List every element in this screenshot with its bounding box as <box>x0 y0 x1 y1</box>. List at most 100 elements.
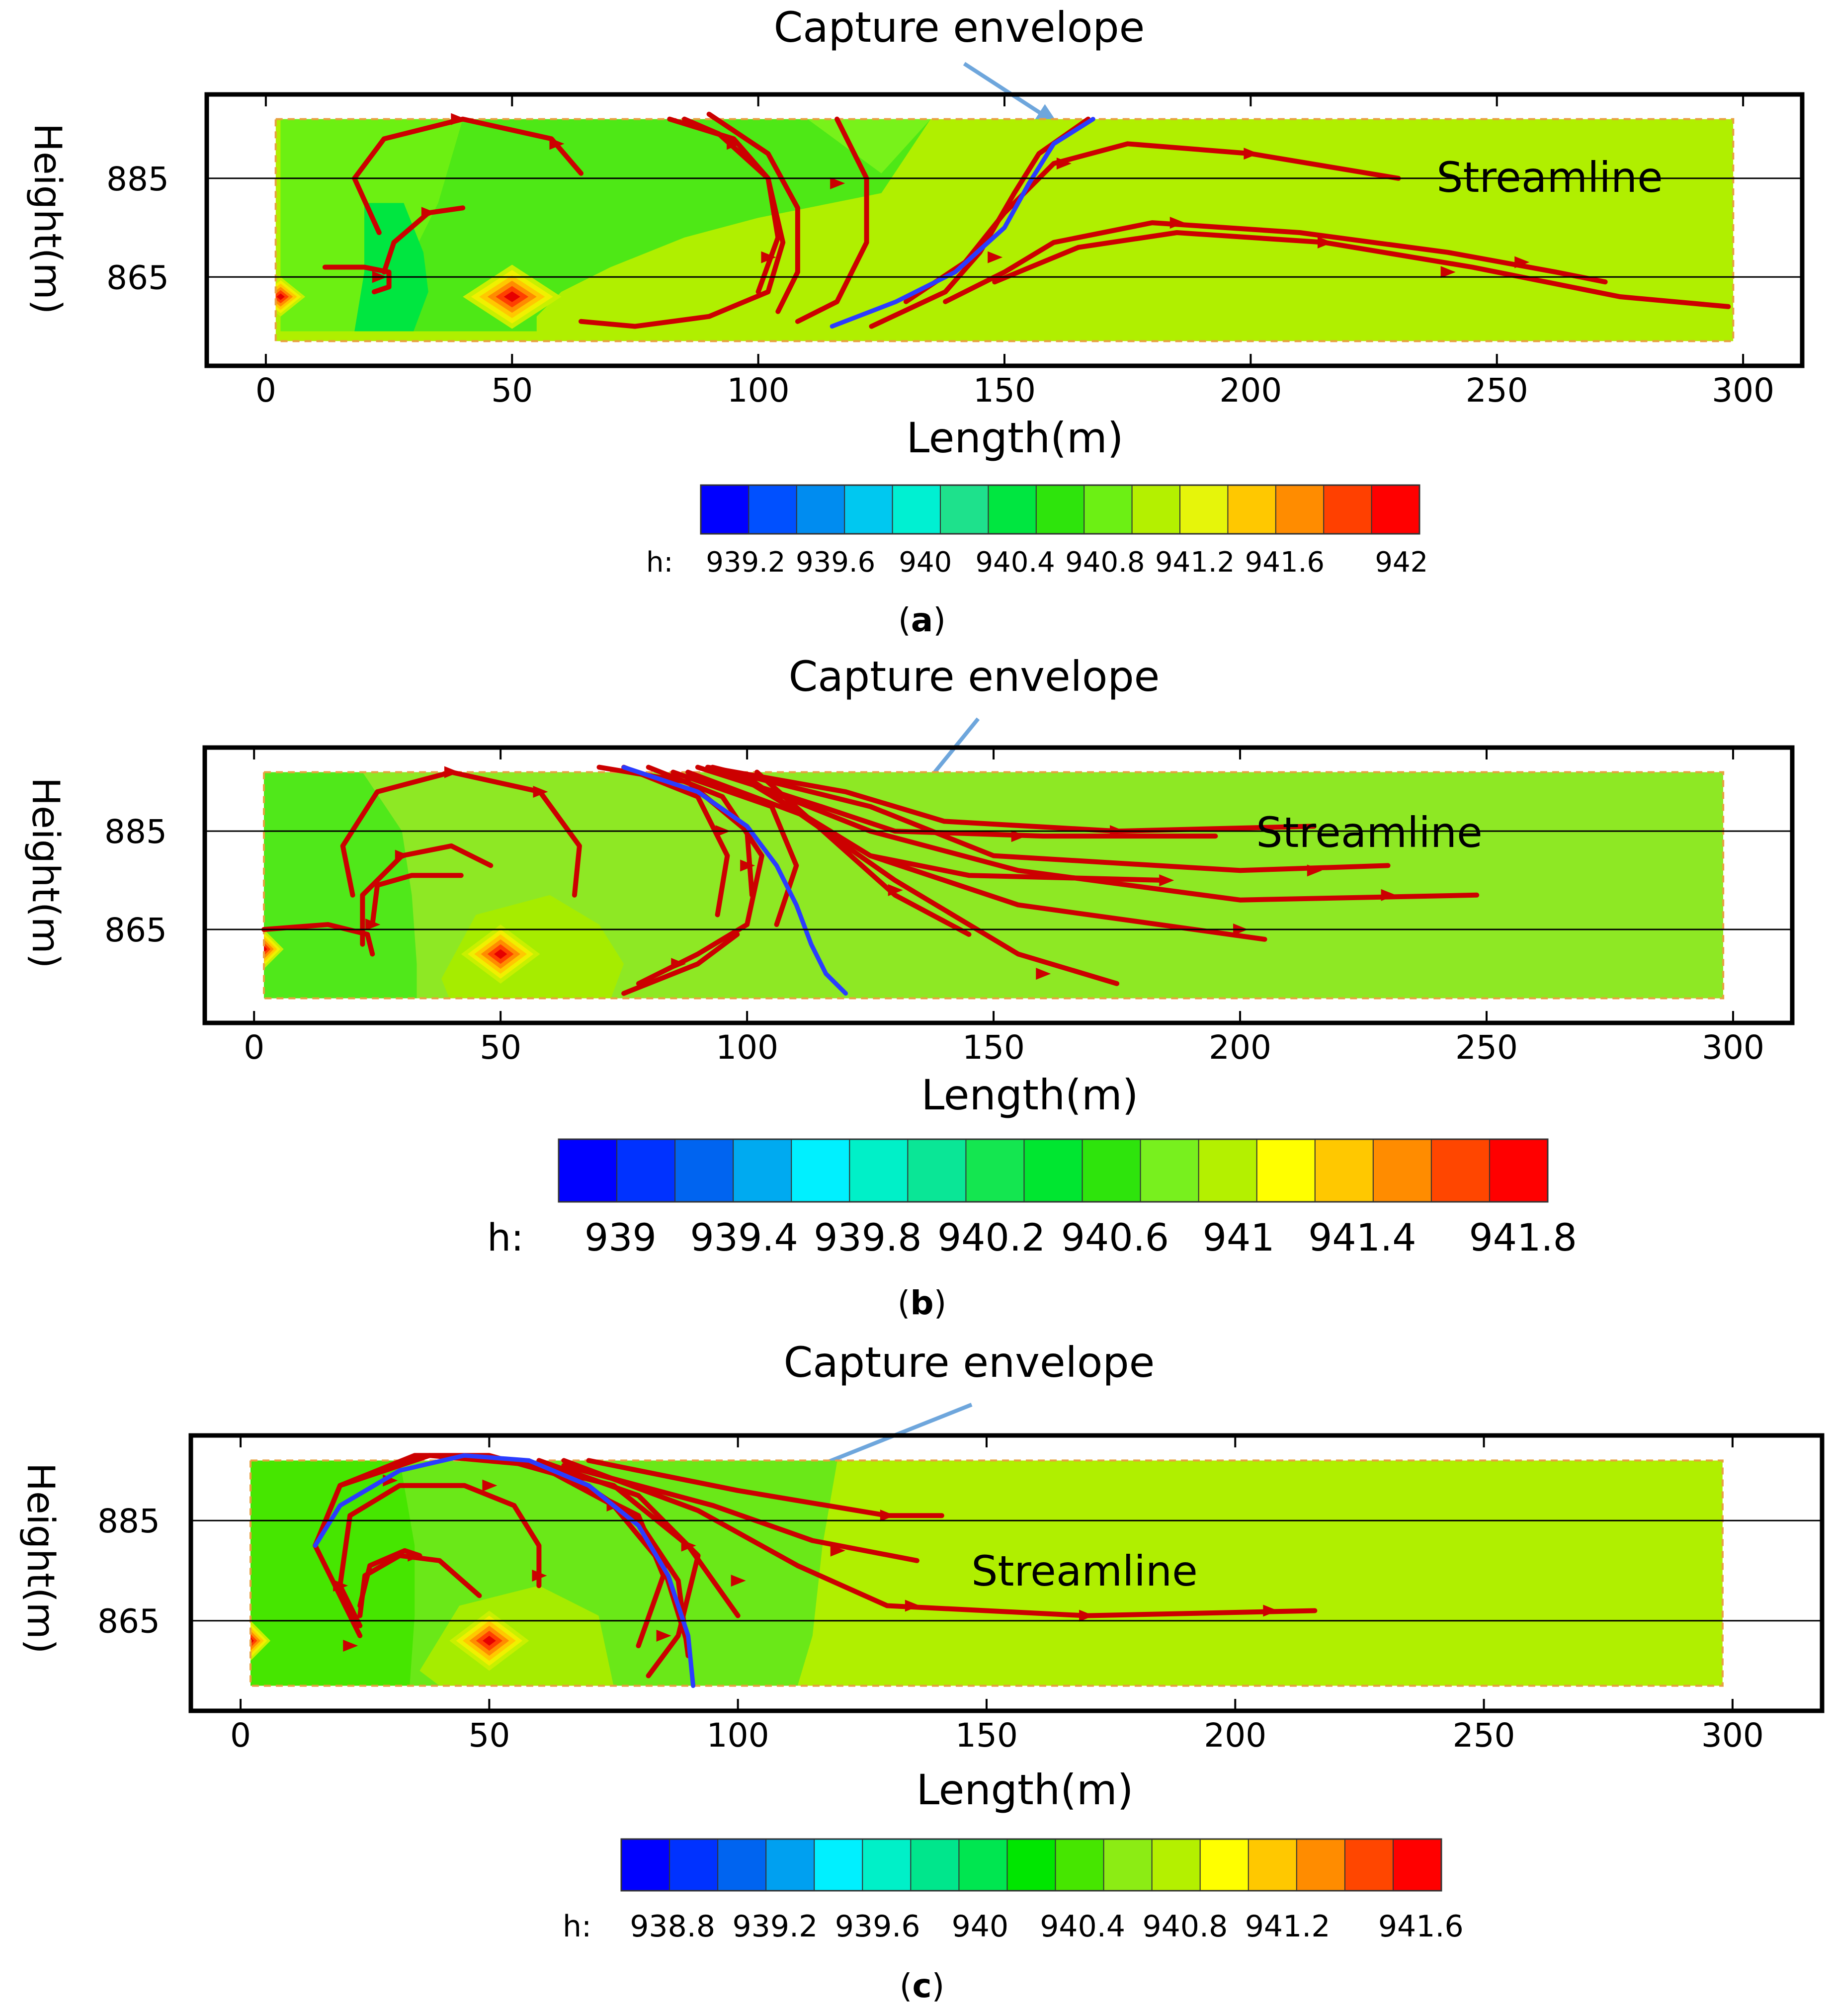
colorbar-segment <box>1132 485 1180 534</box>
capture-envelope-annotation: Capture envelope <box>774 3 1145 52</box>
colorbar-tick-label: 940.2 <box>937 1215 1046 1260</box>
x-tick-label: 300 <box>1712 371 1774 410</box>
y-axis-label: Height(m) <box>24 777 68 969</box>
x-axis-label: Length(m) <box>921 1071 1138 1119</box>
streamline-arrow <box>451 113 466 125</box>
streamline-arrow <box>444 766 459 778</box>
panel-label-letter: c <box>912 1967 931 2005</box>
contour-region <box>354 203 428 332</box>
y-axis-label: Height(m) <box>26 123 70 315</box>
streamline-arrow <box>343 1640 358 1652</box>
y-tick-label: 885 <box>106 160 169 198</box>
colorbar-segment <box>1036 485 1084 534</box>
panel-label: (b) <box>898 1284 947 1322</box>
x-tick-label: 100 <box>707 1716 769 1755</box>
colorbar-segment <box>862 1839 911 1891</box>
head-hotspot <box>461 924 540 984</box>
streamline-arrow <box>671 958 686 970</box>
colorbar-tick-label: 941.4 <box>1308 1215 1416 1260</box>
colorbar-segment <box>621 1839 670 1891</box>
colorbar-segment <box>1431 1139 1490 1202</box>
contour-plot <box>202 745 1795 1025</box>
colorbar-variable-label: h: <box>563 1909 591 1944</box>
colorbar-tick-label: 940.8 <box>1065 546 1145 579</box>
x-tick-label: 100 <box>727 371 790 410</box>
colorbar-tick-label: 940.4 <box>975 546 1055 579</box>
capture-envelope-line <box>830 117 1095 329</box>
colorbar-segment <box>908 1139 966 1202</box>
colorbar-segment <box>844 485 893 534</box>
x-axis-ticks: 0 50 100 150 200 250 300 <box>244 748 1764 1067</box>
colorbar-segment <box>749 485 797 534</box>
colorbar: h: 938.8 939.2 939.6 940 940.4 940.8 941.2 941.6 <box>563 1838 1464 1944</box>
colorbar-tick-label: 940.4 <box>1040 1909 1125 1944</box>
streamline-arrow <box>1263 1604 1278 1617</box>
colorbar-tick-label: 940.8 <box>1142 1909 1228 1944</box>
colorbar-tick-label: 939.8 <box>814 1215 922 1260</box>
x-tick-label: 150 <box>962 1028 1025 1067</box>
x-tick-label: 300 <box>1701 1716 1764 1755</box>
x-tick-label: 50 <box>468 1716 510 1755</box>
colorbar-segment <box>1296 1839 1345 1891</box>
streamline-arrow <box>830 177 845 189</box>
streamline-arrow <box>1011 830 1026 842</box>
streamline-label: Streamline <box>1436 153 1663 202</box>
streamline-arrow <box>888 884 903 896</box>
streamline-arrow <box>1244 148 1259 160</box>
colorbar-segment <box>1200 1839 1249 1891</box>
streamline-arrow <box>656 1629 671 1642</box>
colorbar-segment <box>617 1139 675 1202</box>
colorbar-segment <box>940 485 989 534</box>
colorbar-segment <box>1055 1839 1104 1891</box>
y-tick-label: 865 <box>106 258 169 297</box>
streamline <box>670 769 799 927</box>
colorbar-segment <box>1140 1139 1199 1202</box>
streamline-arrow <box>731 1575 746 1587</box>
streamline-arrow <box>1514 256 1530 268</box>
colorbar-segment <box>1024 1139 1083 1202</box>
streamline <box>621 764 730 918</box>
y-tick-label: 885 <box>97 1502 160 1540</box>
x-axis-ticks: 0 50 100 150 200 250 300 <box>230 1435 1764 1755</box>
x-tick-label: 250 <box>1453 1716 1515 1755</box>
colorbar-tick-label: 941.2 <box>1245 1909 1331 1944</box>
panel-label: (a) <box>898 601 946 639</box>
streamline-arrow <box>1169 217 1185 229</box>
colorbar-tick-label: 939.4 <box>690 1215 798 1260</box>
head-hotspot <box>275 277 306 317</box>
y-axis-ticks: 865 885 <box>104 813 1792 949</box>
colorbar-tick-label: 939.6 <box>835 1909 920 1944</box>
contour-field <box>264 772 1724 999</box>
y-tick-label: 885 <box>104 813 167 851</box>
contour-region <box>250 1460 415 1686</box>
y-tick-label: 865 <box>97 1602 160 1641</box>
colorbar-tick-label: 942 <box>1375 546 1428 579</box>
streamline-arrow <box>482 1479 498 1492</box>
streamline-arrow <box>395 849 410 862</box>
colorbar-tick-label: 941 <box>1203 1215 1275 1260</box>
streamline-arrow <box>681 1539 696 1552</box>
x-tick-label: 200 <box>1219 371 1282 410</box>
domain-boundary <box>274 118 1735 342</box>
colorbar-segment <box>1248 1839 1297 1891</box>
y-tick-label: 865 <box>104 911 167 949</box>
streamline <box>943 220 1608 304</box>
streamline-arrow <box>1307 864 1322 877</box>
streamline <box>561 1463 919 1563</box>
streamline-arrow <box>1381 889 1396 901</box>
colorbar-variable-label: h: <box>487 1215 524 1260</box>
streamline-arrow <box>761 251 776 263</box>
streamline <box>795 116 869 324</box>
colorbar-frame <box>700 484 1420 535</box>
capture-envelope-annotation: Capture envelope <box>789 652 1160 701</box>
panel-label: (c) <box>900 1967 945 2005</box>
streamline-arrow <box>365 919 381 931</box>
streamline <box>710 764 1391 873</box>
streamline <box>337 1483 542 1628</box>
colorbar-tick-label: 939 <box>584 1215 657 1260</box>
y-axis-label: Height(m) <box>19 1463 63 1654</box>
colorbar-segment <box>1275 485 1324 534</box>
streamline-arrow <box>830 1544 845 1557</box>
x-axis-label: Length(m) <box>916 1765 1133 1814</box>
x-tick-label: 250 <box>1455 1028 1518 1067</box>
